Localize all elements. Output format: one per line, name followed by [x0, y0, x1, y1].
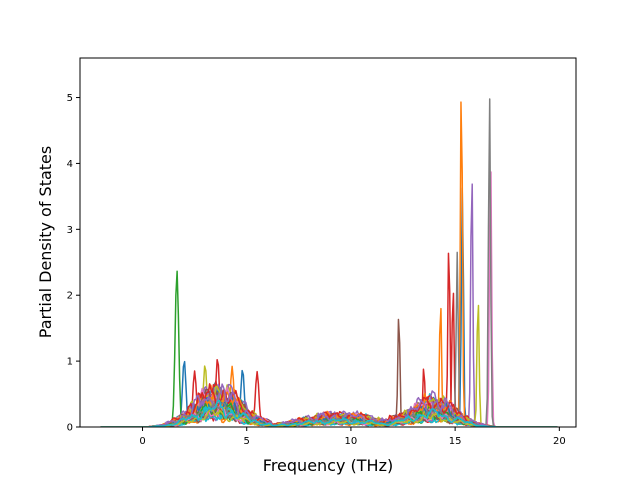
- x-tick-label: 20: [553, 436, 566, 447]
- x-tick-label: 10: [345, 436, 358, 447]
- y-tick-label: 0: [67, 423, 73, 434]
- y-tick-label: 2: [67, 291, 73, 302]
- y-tick-label: 4: [67, 159, 73, 170]
- x-axis-ticks: 0 5 10 15 20: [139, 427, 566, 447]
- y-tick-label: 3: [67, 225, 73, 236]
- y-tick-label: 5: [67, 93, 73, 104]
- axes-frame: [79, 57, 577, 428]
- x-axis-label: Frequency (THz): [263, 456, 393, 475]
- x-tick-label: 15: [449, 436, 462, 447]
- y-axis-ticks: 0 1 2 3 4 5: [67, 93, 80, 434]
- pdos-series-line: [100, 399, 558, 427]
- x-tick-label: 0: [139, 436, 145, 447]
- pdos-series-line: [100, 383, 558, 427]
- series-group: [100, 98, 558, 427]
- y-tick-label: 1: [67, 357, 73, 368]
- plot-area: [100, 98, 558, 427]
- x-tick-label: 5: [244, 436, 250, 447]
- y-axis-label: Partial Density of States: [36, 146, 55, 338]
